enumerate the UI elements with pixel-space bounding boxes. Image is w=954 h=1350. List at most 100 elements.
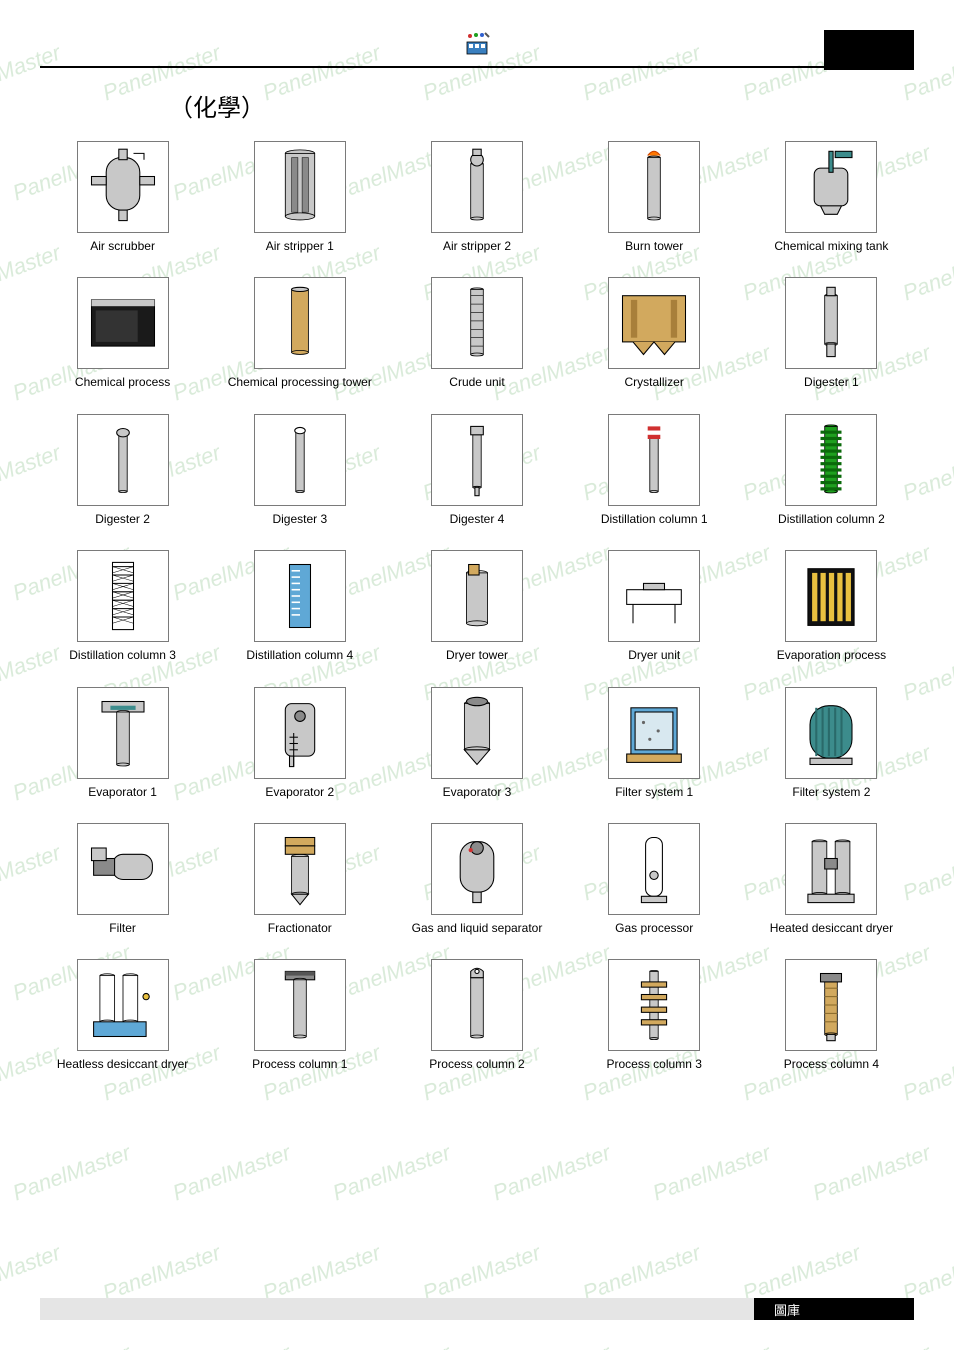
item-label: Dryer tower [446,648,508,662]
gasproc-icon [608,823,700,915]
item-label: Dryer unit [628,648,680,662]
item-label: Digester 3 [272,512,327,526]
item-label: Crude unit [449,375,504,389]
item-label: Chemical processing tower [228,375,372,389]
library-item[interactable]: Filter [40,823,205,935]
library-item[interactable]: Heated desiccant dryer [749,823,914,935]
app-icon [463,30,491,58]
page: PanelMasterPanelMasterPanelMasterPanelMa… [0,0,954,1350]
page-title: （化學） [40,88,914,123]
header-bar [40,30,914,68]
library-item[interactable]: Air scrubber [40,141,205,253]
library-item[interactable]: Burn tower [572,141,737,253]
crudeunit-icon [431,277,523,369]
item-label: Process column 1 [252,1057,347,1071]
proccol4-icon [785,959,877,1051]
digester3-icon [254,414,346,506]
library-item[interactable]: Gas and liquid separator [394,823,559,935]
proccol1-icon [254,959,346,1051]
chemprocess-icon [77,277,169,369]
distcol3-icon [77,550,169,642]
icon-grid: Air scrubber Air stripper 1 Air stripper… [40,141,914,1072]
item-label: Heatless desiccant dryer [57,1057,188,1071]
evap1-icon [77,687,169,779]
footer-bar: 圖庫 [40,1298,914,1320]
library-item[interactable]: Heatless desiccant dryer [40,959,205,1071]
library-item[interactable]: Crude unit [394,277,559,389]
evapprocess-icon [785,550,877,642]
library-item[interactable]: Process column 1 [217,959,382,1071]
item-label: Distillation column 3 [69,648,176,662]
heatlessdryer-icon [77,959,169,1051]
item-label: Filter system 2 [792,785,870,799]
item-label: Evaporator 2 [265,785,334,799]
stripper2-icon [431,141,523,233]
library-item[interactable]: Distillation column 3 [40,550,205,662]
item-label: Heated desiccant dryer [770,921,893,935]
item-label: Air stripper 1 [266,239,334,253]
library-item[interactable]: Gas processor [572,823,737,935]
library-item[interactable]: Distillation column 1 [572,414,737,526]
stripper1-icon [254,141,346,233]
item-label: Distillation column 2 [778,512,885,526]
item-label: Chemical process [75,375,170,389]
item-label: Air stripper 2 [443,239,511,253]
filtersys1-icon [608,687,700,779]
library-item[interactable]: Process column 4 [749,959,914,1071]
library-item[interactable]: Filter system 2 [749,687,914,799]
burntower-icon [608,141,700,233]
evap3-icon [431,687,523,779]
library-item[interactable]: Process column 3 [572,959,737,1071]
item-label: Digester 1 [804,375,859,389]
library-item[interactable]: Air stripper 2 [394,141,559,253]
library-item[interactable]: Evaporator 1 [40,687,205,799]
library-item[interactable]: Evaporator 2 [217,687,382,799]
item-label: Crystallizer [625,375,684,389]
library-item[interactable]: Evaporation process [749,550,914,662]
footer-tab: 圖庫 [754,1298,914,1320]
distcol1-icon [608,414,700,506]
item-label: Burn tower [625,239,683,253]
library-item[interactable]: Chemical processing tower [217,277,382,389]
item-label: Digester 4 [450,512,505,526]
item-label: Process column 2 [429,1057,524,1071]
library-item[interactable]: Distillation column 4 [217,550,382,662]
library-item[interactable]: Process column 2 [394,959,559,1071]
evap2-icon [254,687,346,779]
library-item[interactable]: Digester 4 [394,414,559,526]
item-label: Process column 4 [784,1057,879,1071]
library-item[interactable]: Air stripper 1 [217,141,382,253]
digester1-icon [785,277,877,369]
library-item[interactable]: Digester 2 [40,414,205,526]
library-item[interactable]: Distillation column 2 [749,414,914,526]
mixtank-icon [785,141,877,233]
item-label: Evaporator 1 [88,785,157,799]
proccol3-icon [608,959,700,1051]
dryerunit-icon [608,550,700,642]
crystallizer-icon [608,277,700,369]
item-label: Filter [109,921,136,935]
scrubber-icon [77,141,169,233]
digester2-icon [77,414,169,506]
footer-label: 圖庫 [774,1300,800,1319]
heateddryer-icon [785,823,877,915]
chemtower-icon [254,277,346,369]
library-item[interactable]: Dryer tower [394,550,559,662]
library-item[interactable]: Dryer unit [572,550,737,662]
library-item[interactable]: Chemical mixing tank [749,141,914,253]
filter-icon [77,823,169,915]
gasliquid-icon [431,823,523,915]
dryertower-icon [431,550,523,642]
item-label: Evaporator 3 [443,785,512,799]
item-label: Fractionator [268,921,332,935]
library-item[interactable]: Fractionator [217,823,382,935]
library-item[interactable]: Crystallizer [572,277,737,389]
digester4-icon [431,414,523,506]
library-item[interactable]: Filter system 1 [572,687,737,799]
library-item[interactable]: Evaporator 3 [394,687,559,799]
item-label: Distillation column 4 [246,648,353,662]
library-item[interactable]: Digester 1 [749,277,914,389]
library-item[interactable]: Chemical process [40,277,205,389]
distcol2-icon [785,414,877,506]
library-item[interactable]: Digester 3 [217,414,382,526]
